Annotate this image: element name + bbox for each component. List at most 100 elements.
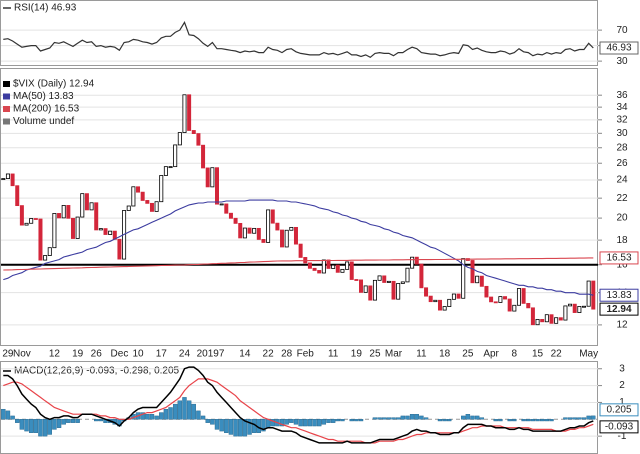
histogram-bar	[386, 417, 392, 420]
candle	[317, 270, 322, 274]
legend-label: MA(200) 16.53	[13, 104, 80, 115]
candle	[275, 222, 280, 231]
histogram-bar	[75, 419, 80, 423]
candle	[182, 94, 187, 133]
y-tick-label: 1	[619, 397, 625, 408]
candle	[530, 307, 535, 326]
histogram-bar	[335, 419, 340, 422]
x-tick-label: 19	[72, 349, 84, 360]
histogram-bar	[154, 415, 159, 420]
candle	[149, 202, 154, 212]
histogram-bar	[28, 419, 34, 433]
histogram-bar	[526, 419, 531, 422]
candle	[284, 229, 289, 248]
candle	[108, 230, 113, 235]
histogram-bar	[563, 417, 568, 420]
candle	[61, 205, 66, 219]
candle	[554, 317, 559, 324]
legend-swatch	[3, 118, 10, 125]
histogram-bar	[289, 419, 294, 423]
macd-line	[3, 366, 594, 444]
candle	[289, 226, 294, 231]
candle	[558, 317, 563, 321]
histogram-bar	[521, 419, 526, 422]
y-tick-label: 24	[616, 175, 628, 186]
histogram-bar	[470, 415, 475, 420]
candle	[526, 302, 531, 309]
value-label: 0.205	[606, 404, 631, 415]
candle	[47, 247, 52, 256]
candle	[252, 227, 257, 234]
candle	[484, 285, 489, 298]
rsi-title: RSI(14) 46.93	[14, 3, 77, 14]
histogram-bar	[5, 410, 11, 420]
candle	[293, 226, 298, 245]
histogram-bar	[47, 419, 52, 435]
candle	[470, 260, 475, 284]
histogram-bar	[284, 419, 289, 425]
histogram-bar	[577, 417, 582, 420]
candle	[563, 305, 568, 321]
candle	[126, 205, 131, 211]
histogram-bar	[210, 419, 215, 425]
histogram-bar	[24, 419, 29, 432]
legend-swatch	[3, 81, 10, 87]
candle	[419, 263, 424, 289]
candle	[568, 303, 573, 307]
candle	[433, 299, 438, 303]
candle	[201, 144, 206, 169]
histogram-bar	[539, 419, 545, 422]
y-tick-label: 3	[619, 363, 625, 374]
candle	[266, 209, 271, 243]
histogram-bar	[172, 403, 178, 420]
histogram-bar	[145, 414, 150, 420]
histogram-bar	[191, 403, 196, 420]
candle	[270, 209, 275, 224]
signal-line	[3, 378, 594, 444]
histogram-bar	[140, 412, 145, 420]
x-tick-label: 12	[49, 349, 61, 360]
candle	[582, 305, 587, 308]
histogram-bar	[224, 419, 229, 433]
histogram-bar	[377, 417, 382, 420]
candle	[321, 259, 326, 274]
histogram-bar	[572, 417, 577, 420]
x-tick-label: 14	[239, 349, 251, 360]
candle	[196, 133, 201, 146]
histogram-bar	[70, 419, 76, 423]
candle	[98, 228, 103, 231]
candle	[159, 175, 164, 203]
legend-swatch	[3, 106, 10, 112]
y-tick-label: 26	[616, 158, 628, 169]
x-tick-label: 24	[179, 349, 191, 360]
histogram-bar	[168, 407, 173, 420]
candle	[52, 213, 57, 249]
histogram-bar	[409, 414, 415, 420]
rsi-panel-frame	[0, 0, 598, 66]
histogram-bar	[159, 412, 164, 420]
value-label: 16.53	[606, 253, 631, 264]
candle	[261, 239, 266, 243]
x-tick-label: Apr	[483, 349, 499, 360]
x-tick-label: 17	[156, 349, 168, 360]
histogram-bar	[247, 419, 252, 435]
candle	[475, 275, 480, 284]
candle	[136, 186, 141, 193]
value-label: 13.83	[606, 290, 631, 301]
histogram-bar	[414, 414, 419, 420]
candle	[280, 229, 285, 248]
candle	[38, 218, 43, 261]
histogram-bar	[219, 419, 224, 432]
y-tick-label: 34	[616, 102, 628, 113]
histogram-bar	[400, 415, 406, 420]
value-label: -0.093	[605, 422, 634, 433]
candle	[372, 279, 377, 301]
candle	[145, 200, 150, 204]
histogram-bar	[447, 419, 452, 422]
legend-label: MA(50) 13.83	[13, 91, 74, 102]
histogram-bar	[38, 419, 43, 437]
candle	[331, 264, 336, 269]
candle	[349, 261, 354, 280]
histogram-bar	[265, 419, 271, 428]
histogram-bar	[15, 419, 20, 423]
